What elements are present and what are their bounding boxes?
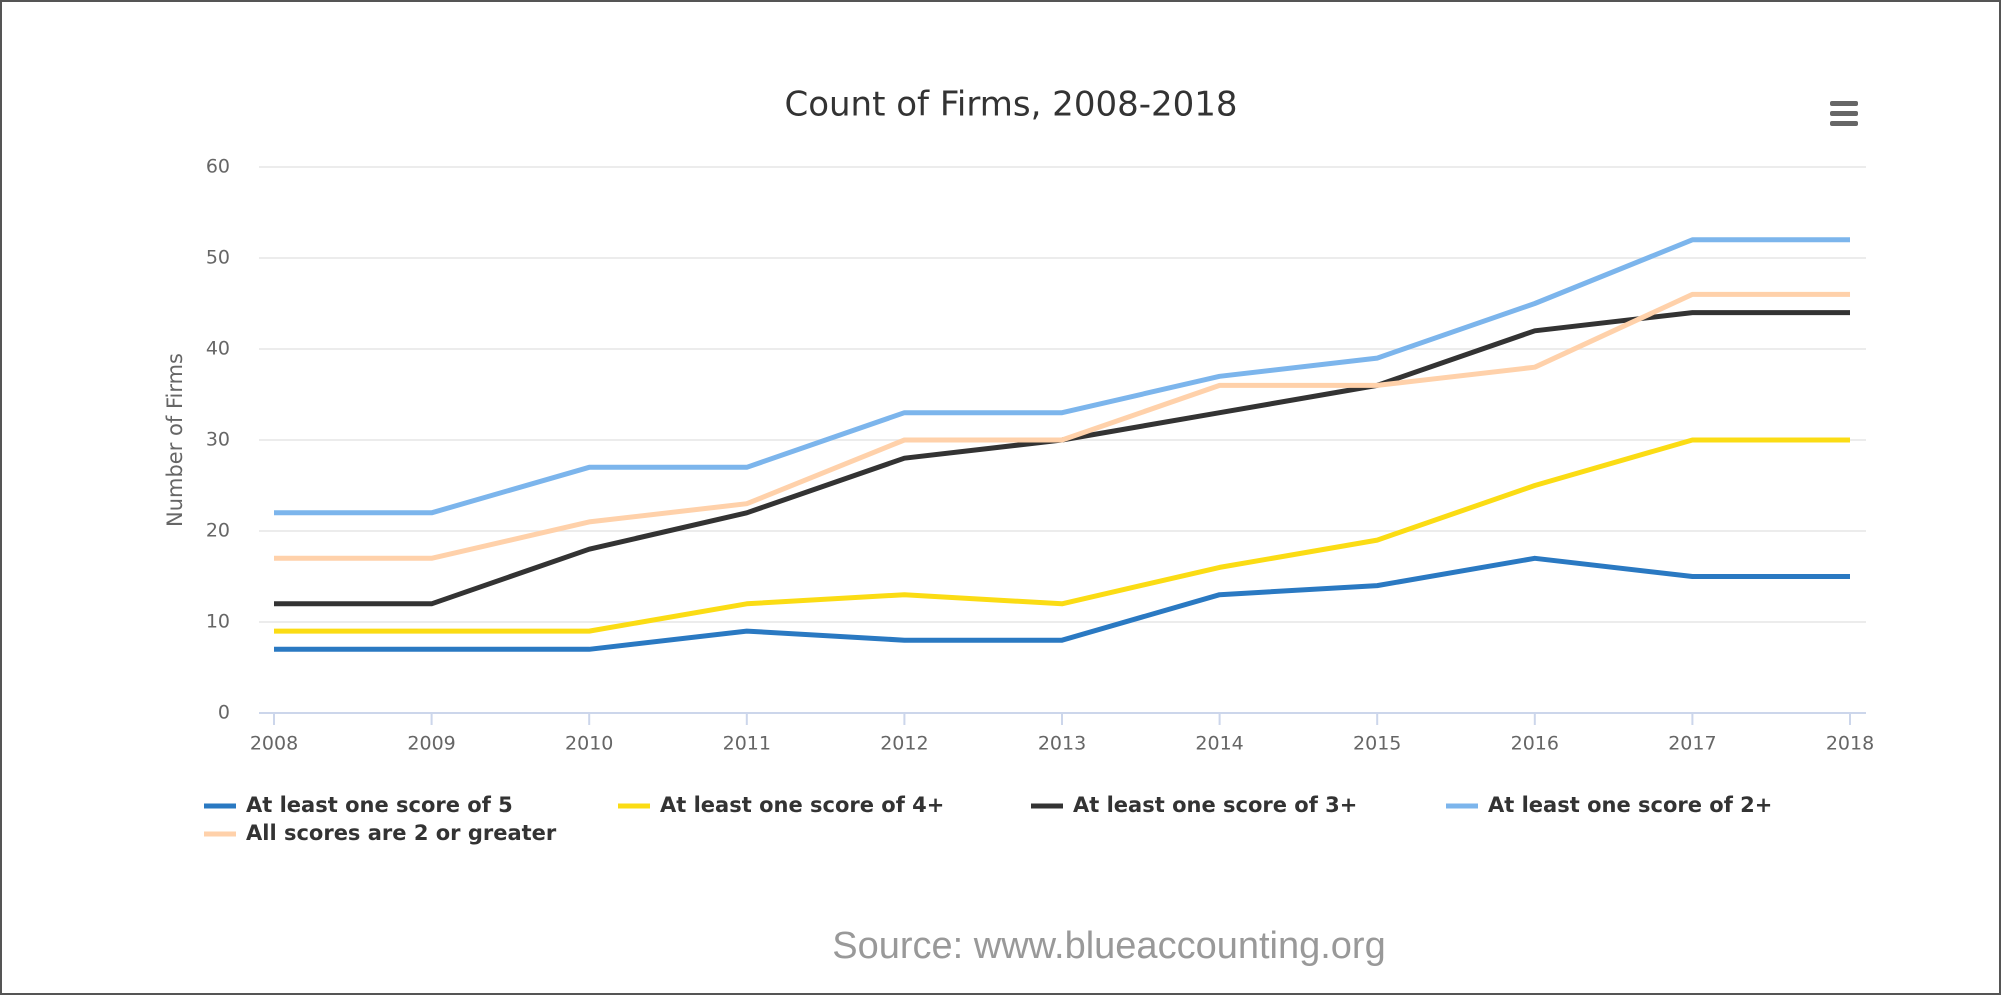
y-tick-label: 30 — [206, 429, 230, 451]
y-tick-label: 40 — [206, 338, 230, 360]
menu-bar — [1830, 121, 1858, 126]
x-tick-label: 2009 — [407, 733, 455, 755]
chart-title: Count of Firms, 2008-2018 — [784, 85, 1237, 125]
legend-label: At least one score of 4+ — [660, 793, 944, 817]
y-tick-label: 10 — [206, 611, 230, 633]
x-tick-label: 2014 — [1195, 733, 1243, 755]
y-axis-label: Number of Firms — [163, 353, 187, 527]
y-tick-label: 50 — [206, 247, 230, 269]
series-line — [274, 291, 1850, 561]
x-tick-label: 2018 — [1826, 733, 1874, 755]
legend-label: At least one score of 2+ — [1488, 793, 1772, 817]
legend-label: At least one score of 3+ — [1073, 793, 1357, 817]
series-line — [274, 237, 1850, 516]
x-tick-label: 2013 — [1038, 733, 1086, 755]
x-tick-label: 2010 — [565, 733, 613, 755]
y-tick-label: 60 — [206, 156, 230, 178]
x-tick-label: 2008 — [250, 733, 298, 755]
menu-button[interactable] — [1830, 101, 1858, 126]
menu-bar — [1830, 111, 1858, 116]
x-tick-label: 2017 — [1668, 733, 1716, 755]
x-tick-label: 2015 — [1353, 733, 1401, 755]
y-tick-label: 20 — [206, 520, 230, 542]
menu-bar — [1830, 101, 1858, 106]
series-line — [274, 555, 1850, 652]
series-line — [274, 437, 1850, 634]
x-tick-label: 2016 — [1511, 733, 1559, 755]
x-tick-label: 2011 — [723, 733, 771, 755]
y-tick-label: 0 — [218, 702, 230, 724]
legend-label: All scores are 2 or greater — [246, 821, 557, 845]
x-tick-label: 2012 — [880, 733, 928, 755]
source: Source: www.blueaccounting.org — [832, 925, 1385, 967]
legend-label: At least one score of 5 — [246, 793, 513, 817]
